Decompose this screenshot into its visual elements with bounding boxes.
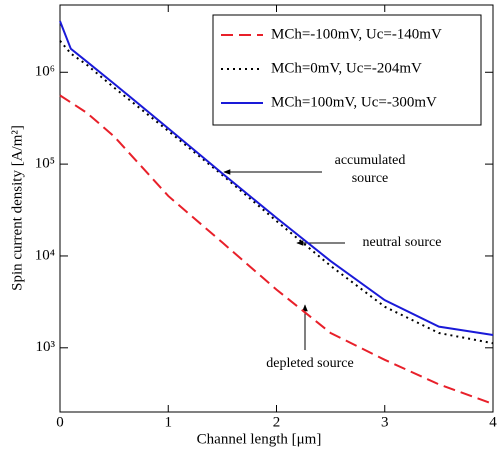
x-tick-label: 1	[165, 414, 173, 430]
series-line	[59, 94, 494, 405]
x-tick-label: 3	[381, 414, 389, 430]
series-line	[59, 20, 494, 336]
annotation: accumulated	[335, 153, 406, 168]
legend-label: MCh=-100mV, Uc=-140mV	[271, 26, 442, 42]
x-tick-label: 2	[273, 414, 281, 430]
x-tick-label: 0	[56, 414, 64, 430]
y-tick-label: 10³	[36, 339, 56, 355]
annotation: source	[352, 171, 389, 186]
y-tick-label: 10⁴	[35, 247, 55, 263]
x-axis-label: Channel length [μm]	[197, 431, 322, 447]
y-tick-label: 10⁵	[35, 156, 55, 172]
annotation: depleted source	[266, 356, 353, 371]
series-line	[59, 40, 494, 345]
x-tick-label: 4	[489, 414, 497, 430]
annotation: neutral source	[363, 235, 442, 250]
legend-label: MCh=100mV, Uc=-300mV	[271, 94, 437, 110]
y-axis-label: Spin current density [A/m²]	[9, 125, 25, 291]
y-tick-label: 10⁶	[35, 64, 55, 80]
legend-label: MCh=0mV, Uc=-204mV	[271, 60, 422, 76]
